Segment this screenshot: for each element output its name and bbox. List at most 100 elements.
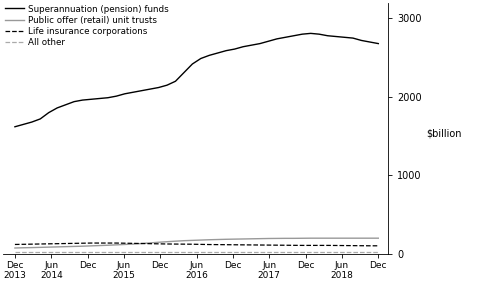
Public offer (retail) unit trusts bbox=[257, 237, 263, 240]
Life insurance corporations bbox=[181, 243, 187, 246]
Superannuation (pension) funds bbox=[299, 33, 305, 36]
Life insurance corporations bbox=[299, 244, 305, 247]
Life insurance corporations bbox=[249, 243, 254, 246]
Life insurance corporations bbox=[12, 243, 18, 246]
Life insurance corporations bbox=[265, 243, 271, 247]
All other bbox=[350, 251, 356, 254]
Public offer (retail) unit trusts bbox=[96, 244, 102, 247]
Superannuation (pension) funds bbox=[265, 40, 271, 43]
All other bbox=[139, 251, 145, 254]
Public offer (retail) unit trusts bbox=[105, 244, 111, 247]
Public offer (retail) unit trusts bbox=[173, 239, 179, 243]
Public offer (retail) unit trusts bbox=[325, 237, 331, 240]
All other bbox=[113, 251, 119, 254]
Public offer (retail) unit trusts bbox=[240, 237, 246, 241]
Life insurance corporations bbox=[308, 244, 314, 247]
Superannuation (pension) funds bbox=[139, 89, 145, 92]
Public offer (retail) unit trusts bbox=[130, 242, 136, 246]
Superannuation (pension) funds bbox=[130, 91, 136, 94]
All other bbox=[249, 251, 254, 254]
Superannuation (pension) funds bbox=[181, 71, 187, 74]
All other bbox=[223, 251, 229, 254]
All other bbox=[105, 251, 111, 254]
All other bbox=[333, 251, 339, 254]
All other bbox=[206, 251, 212, 254]
Public offer (retail) unit trusts bbox=[88, 244, 94, 248]
Public offer (retail) unit trusts bbox=[20, 246, 26, 249]
Life insurance corporations bbox=[46, 242, 52, 246]
Superannuation (pension) funds bbox=[46, 111, 52, 114]
All other bbox=[308, 251, 314, 254]
Superannuation (pension) funds bbox=[333, 35, 339, 38]
Superannuation (pension) funds bbox=[206, 54, 212, 57]
Superannuation (pension) funds bbox=[63, 103, 69, 106]
Line: Public offer (retail) unit trusts: Public offer (retail) unit trusts bbox=[15, 238, 378, 248]
Public offer (retail) unit trusts bbox=[181, 239, 187, 243]
Superannuation (pension) funds bbox=[341, 36, 347, 39]
Superannuation (pension) funds bbox=[96, 97, 102, 100]
Superannuation (pension) funds bbox=[223, 49, 229, 52]
Public offer (retail) unit trusts bbox=[37, 246, 43, 249]
Public offer (retail) unit trusts bbox=[164, 240, 170, 243]
Public offer (retail) unit trusts bbox=[79, 245, 85, 248]
All other bbox=[54, 251, 60, 254]
Public offer (retail) unit trusts bbox=[139, 242, 145, 245]
Public offer (retail) unit trusts bbox=[308, 237, 314, 240]
All other bbox=[46, 251, 52, 254]
All other bbox=[29, 251, 35, 254]
All other bbox=[156, 251, 162, 254]
Public offer (retail) unit trusts bbox=[12, 246, 18, 250]
All other bbox=[215, 251, 221, 254]
Public offer (retail) unit trusts bbox=[367, 237, 373, 240]
Superannuation (pension) funds bbox=[147, 87, 153, 91]
All other bbox=[375, 251, 381, 254]
Life insurance corporations bbox=[156, 242, 162, 246]
Life insurance corporations bbox=[282, 244, 288, 247]
All other bbox=[341, 251, 347, 254]
All other bbox=[282, 251, 288, 254]
Life insurance corporations bbox=[71, 242, 77, 245]
Public offer (retail) unit trusts bbox=[156, 241, 162, 244]
All other bbox=[274, 251, 280, 254]
All other bbox=[367, 251, 373, 254]
All other bbox=[265, 251, 271, 254]
Superannuation (pension) funds bbox=[325, 34, 331, 37]
Life insurance corporations bbox=[215, 243, 221, 246]
Superannuation (pension) funds bbox=[282, 36, 288, 39]
All other bbox=[130, 251, 136, 254]
Life insurance corporations bbox=[88, 241, 94, 245]
Public offer (retail) unit trusts bbox=[113, 243, 119, 246]
Superannuation (pension) funds bbox=[240, 45, 246, 48]
Life insurance corporations bbox=[20, 243, 26, 246]
Public offer (retail) unit trusts bbox=[316, 237, 322, 240]
Y-axis label: $billion: $billion bbox=[426, 128, 461, 138]
Superannuation (pension) funds bbox=[367, 40, 373, 44]
Superannuation (pension) funds bbox=[12, 125, 18, 128]
Superannuation (pension) funds bbox=[375, 42, 381, 45]
All other bbox=[325, 251, 331, 254]
Life insurance corporations bbox=[190, 243, 196, 246]
Superannuation (pension) funds bbox=[249, 44, 254, 47]
Superannuation (pension) funds bbox=[88, 98, 94, 101]
Life insurance corporations bbox=[232, 243, 238, 246]
Public offer (retail) unit trusts bbox=[274, 237, 280, 240]
All other bbox=[299, 251, 305, 254]
Public offer (retail) unit trusts bbox=[223, 238, 229, 241]
Life insurance corporations bbox=[375, 244, 381, 248]
Superannuation (pension) funds bbox=[71, 100, 77, 103]
Public offer (retail) unit trusts bbox=[333, 237, 339, 240]
Superannuation (pension) funds bbox=[156, 86, 162, 89]
Public offer (retail) unit trusts bbox=[198, 238, 204, 242]
Superannuation (pension) funds bbox=[37, 117, 43, 121]
Life insurance corporations bbox=[274, 243, 280, 247]
Public offer (retail) unit trusts bbox=[147, 241, 153, 245]
Line: Life insurance corporations: Life insurance corporations bbox=[15, 243, 378, 246]
Life insurance corporations bbox=[164, 242, 170, 246]
Superannuation (pension) funds bbox=[173, 80, 179, 83]
Superannuation (pension) funds bbox=[79, 98, 85, 102]
Life insurance corporations bbox=[147, 242, 153, 245]
Legend: Superannuation (pension) funds, Public offer (retail) unit trusts, Life insuranc: Superannuation (pension) funds, Public o… bbox=[4, 5, 169, 47]
All other bbox=[96, 251, 102, 254]
Life insurance corporations bbox=[113, 241, 119, 245]
Public offer (retail) unit trusts bbox=[350, 237, 356, 240]
